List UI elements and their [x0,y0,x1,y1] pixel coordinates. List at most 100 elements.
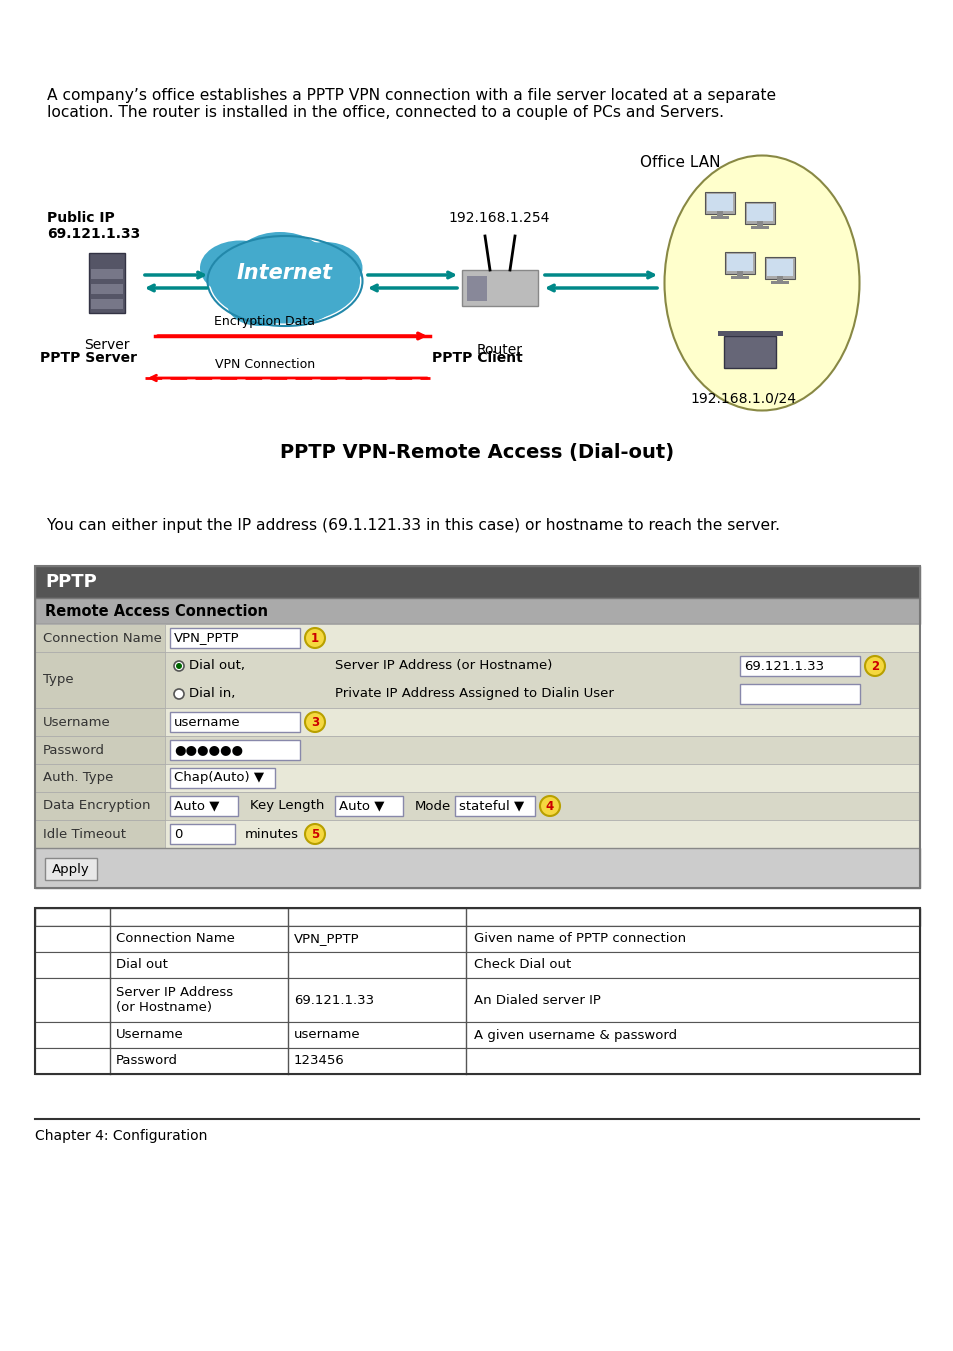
Text: 1: 1 [311,631,318,644]
Text: Auto ▼: Auto ▼ [338,800,384,812]
Circle shape [305,628,325,648]
Bar [35,736,165,765]
Bar [740,684,859,704]
Circle shape [173,661,184,671]
Text: ●●●●●●: ●●●●●● [173,743,243,757]
Bar [35,1048,919,1074]
Text: Given name of PPTP connection: Given name of PPTP connection [474,932,685,946]
Text: minutes: minutes [245,828,298,840]
Bar [746,204,772,222]
Ellipse shape [234,232,325,290]
Bar [770,281,788,284]
Text: Idle Timeout: Idle Timeout [43,828,126,840]
Bar [736,270,742,276]
Text: Internet: Internet [236,263,333,282]
Bar [35,908,919,925]
Bar [91,269,123,280]
Text: You can either input the IP address (69.1.121.33 in this case) or hostname to re: You can either input the IP address (69.… [47,517,780,534]
Text: Server IP Address
(or Hostname): Server IP Address (or Hostname) [116,986,233,1015]
Bar [740,657,859,676]
Text: An Dialed server IP: An Dialed server IP [474,993,600,1006]
Circle shape [173,689,184,698]
Text: Public IP
69.121.1.33: Public IP 69.121.1.33 [47,211,140,242]
Bar [335,796,402,816]
Text: 69.121.1.33: 69.121.1.33 [743,659,823,673]
Bar [170,712,299,732]
Ellipse shape [265,278,335,323]
Bar [750,226,768,230]
Text: 69.121.1.33: 69.121.1.33 [294,993,374,1006]
Bar [776,276,782,281]
Text: 4: 4 [545,800,554,812]
Text: 5: 5 [311,828,319,840]
Text: Office LAN: Office LAN [639,155,720,170]
Text: Server: Server [84,338,130,353]
Text: Dial in,: Dial in, [189,688,235,701]
Bar [35,624,919,653]
Text: PPTP VPN-Remote Access (Dial-out): PPTP VPN-Remote Access (Dial-out) [279,443,674,462]
Circle shape [305,824,325,844]
Bar [766,258,792,277]
Circle shape [864,657,884,676]
Bar [716,211,722,216]
Text: 123456: 123456 [294,1055,344,1067]
Text: Data Encryption: Data Encryption [43,800,151,812]
Bar [91,284,123,295]
Text: Dial out,: Dial out, [189,659,245,673]
Bar [45,858,97,880]
Bar [35,1021,919,1048]
Bar [35,848,919,888]
Text: Username: Username [116,1028,184,1042]
Text: Password: Password [43,743,105,757]
Text: Key Length: Key Length [250,800,324,812]
Circle shape [305,712,325,732]
Bar [35,792,919,820]
Text: Private IP Address Assigned to Dialin User: Private IP Address Assigned to Dialin Us… [335,688,613,701]
Bar [35,952,919,978]
Text: Connection Name: Connection Name [116,932,234,946]
Text: PPTP Server: PPTP Server [40,351,137,365]
Text: VPN_PPTP: VPN_PPTP [294,932,359,946]
Bar [35,765,165,792]
Bar [744,201,775,223]
Bar [724,251,755,273]
Bar [730,276,748,280]
Text: Mode: Mode [415,800,451,812]
Text: Apply: Apply [52,862,90,875]
Bar [710,216,728,219]
Text: Type: Type [43,674,73,686]
Ellipse shape [210,239,359,323]
Bar [35,792,165,820]
Text: username: username [173,716,240,728]
Text: VPN Connection: VPN Connection [214,358,314,370]
Bar [170,740,299,761]
Text: Auto ▼: Auto ▼ [173,800,219,812]
Text: 2: 2 [870,659,878,673]
Text: 0: 0 [173,828,182,840]
Text: PPTP Client: PPTP Client [432,351,522,365]
Bar [35,653,919,708]
Bar [35,908,919,1074]
Bar [726,254,753,272]
Bar [455,796,535,816]
Bar [718,331,782,336]
Bar [170,767,274,788]
Text: Router: Router [476,343,522,357]
Bar [35,736,919,765]
Text: Encryption Data: Encryption Data [214,316,315,328]
Bar [35,598,919,624]
Bar [35,653,165,708]
Ellipse shape [200,240,280,296]
Bar [35,624,165,653]
Bar [35,566,919,598]
Text: A given username & password: A given username & password [474,1028,677,1042]
Text: Chap(Auto) ▼: Chap(Auto) ▼ [173,771,264,785]
Circle shape [175,663,182,669]
Bar [170,824,234,844]
Bar [35,978,919,1021]
Text: Auth. Type: Auth. Type [43,771,113,785]
Bar [35,708,919,736]
Text: Dial out: Dial out [116,958,168,971]
Bar [35,820,919,848]
Text: A company’s office establishes a PPTP VPN connection with a file server located : A company’s office establishes a PPTP VP… [47,88,776,120]
